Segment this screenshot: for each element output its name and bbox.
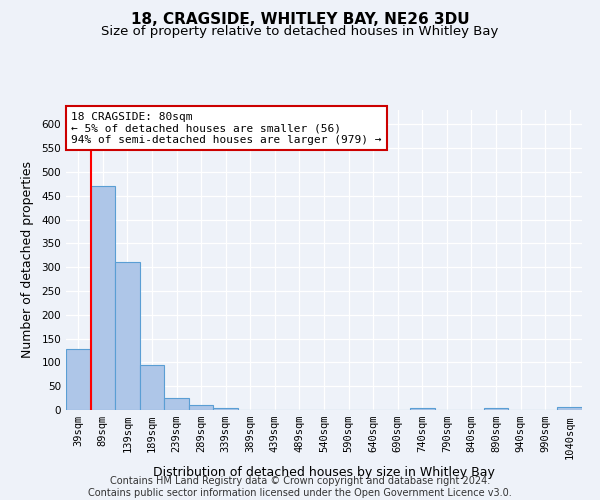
Y-axis label: Number of detached properties: Number of detached properties [22,162,34,358]
X-axis label: Distribution of detached houses by size in Whitley Bay: Distribution of detached houses by size … [153,466,495,478]
Bar [484,408,508,410]
Bar [66,349,91,410]
Bar [140,365,164,410]
Text: 18 CRAGSIDE: 80sqm
← 5% of detached houses are smaller (56)
94% of semi-detached: 18 CRAGSIDE: 80sqm ← 5% of detached hous… [71,112,382,144]
Text: Size of property relative to detached houses in Whitley Bay: Size of property relative to detached ho… [101,25,499,38]
Bar [557,406,582,410]
Bar [214,408,238,410]
Bar [410,408,434,410]
Bar [189,405,214,410]
Bar [164,398,189,410]
Bar [115,262,140,410]
Bar [91,186,115,410]
Text: 18, CRAGSIDE, WHITLEY BAY, NE26 3DU: 18, CRAGSIDE, WHITLEY BAY, NE26 3DU [131,12,469,28]
Text: Contains HM Land Registry data © Crown copyright and database right 2024.
Contai: Contains HM Land Registry data © Crown c… [88,476,512,498]
